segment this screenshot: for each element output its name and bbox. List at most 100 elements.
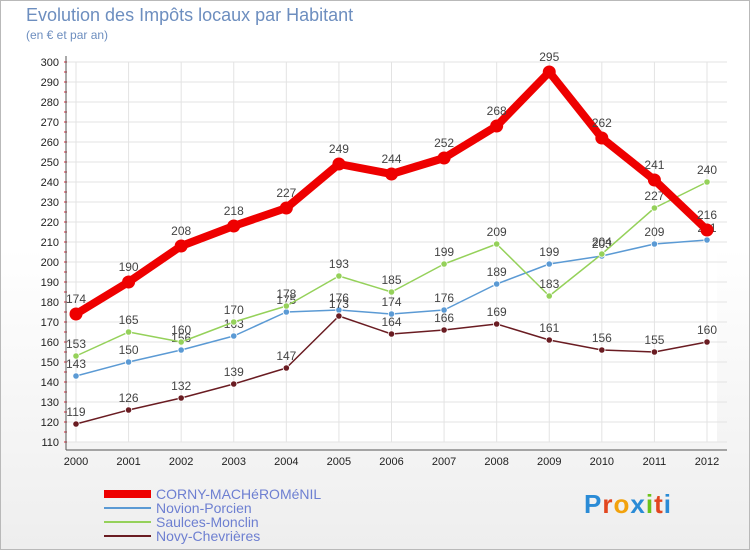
data-label-corny-mach-rom-nil: 249 (329, 142, 349, 156)
data-point-saulces-monclin (598, 250, 606, 258)
y-tick-label: 230 (41, 197, 59, 209)
x-tick-label: 2007 (432, 456, 456, 468)
logo-letter: i (663, 489, 672, 519)
data-label-saulces-monclin: 153 (66, 337, 86, 351)
y-tick-label: 180 (41, 297, 59, 309)
data-point-saulces-monclin (387, 288, 396, 296)
x-tick-label: 2005 (327, 456, 351, 468)
logo-letter: t (654, 489, 664, 519)
data-point-novion-porcien (72, 372, 80, 380)
legend-label-novy-chevri-res: Novy-Chevrières (156, 528, 260, 544)
data-label-corny-mach-rom-nil: 218 (224, 204, 244, 218)
data-point-saulces-monclin (124, 328, 133, 336)
data-label-novy-chevri-res: 169 (487, 305, 507, 319)
data-point-corny-mach-rom-nil (595, 131, 609, 145)
x-tick-label: 2011 (643, 456, 667, 468)
data-label-corny-mach-rom-nil: 244 (381, 152, 401, 166)
y-tick-label: 190 (41, 277, 59, 289)
data-label-corny-mach-rom-nil: 262 (592, 116, 612, 130)
data-point-novy-chevri-res (440, 326, 448, 334)
data-point-corny-mach-rom-nil (69, 307, 83, 321)
legend-label-corny-mach-rom-nil: CORNY-MACHéROMéNIL (156, 486, 321, 502)
data-label-novion-porcien: 203 (592, 237, 612, 251)
y-tick-label: 200 (41, 257, 59, 269)
data-point-corny-mach-rom-nil (437, 151, 451, 165)
data-point-novy-chevri-res (387, 330, 396, 338)
data-label-novion-porcien: 176 (329, 291, 349, 305)
data-point-saulces-monclin (177, 338, 185, 346)
proxiti-logo: Proxiti (584, 489, 672, 520)
data-point-novion-porcien (124, 358, 133, 366)
x-tick-label: 2006 (379, 456, 403, 468)
data-point-novy-chevri-res (72, 420, 80, 428)
data-point-corny-mach-rom-nil (332, 157, 346, 171)
data-label-corny-mach-rom-nil: 268 (487, 104, 507, 118)
y-tick-label: 240 (41, 177, 59, 189)
data-label-novy-chevri-res: 156 (592, 331, 612, 345)
data-point-novy-chevri-res (598, 346, 606, 354)
data-point-saulces-monclin (440, 260, 448, 268)
data-point-corny-mach-rom-nil (647, 173, 661, 187)
data-label-novion-porcien: 176 (434, 291, 454, 305)
data-point-corny-mach-rom-nil (122, 275, 136, 289)
data-label-corny-mach-rom-nil: 190 (119, 260, 139, 274)
y-tick-label: 300 (41, 57, 59, 69)
data-label-saulces-monclin: 165 (119, 313, 139, 327)
data-point-novy-chevri-res (282, 364, 290, 372)
y-tick-label: 110 (41, 437, 59, 449)
data-point-corny-mach-rom-nil (279, 201, 293, 215)
x-tick-label: 2004 (274, 456, 298, 468)
data-point-novion-porcien (282, 308, 290, 316)
data-point-novy-chevri-res (335, 312, 343, 320)
x-tick-label: 2000 (64, 456, 88, 468)
y-tick-label: 250 (41, 157, 59, 169)
x-tick-label: 2009 (537, 456, 561, 468)
y-tick-label: 280 (41, 97, 59, 109)
legend-label-saulces-monclin: Saulces-Monclin (156, 514, 259, 530)
data-point-saulces-monclin (282, 302, 290, 310)
data-point-corny-mach-rom-nil (700, 223, 714, 237)
data-label-saulces-monclin: 183 (539, 277, 559, 291)
data-point-novion-porcien (440, 306, 448, 314)
data-label-novy-chevri-res: 119 (66, 405, 85, 419)
data-label-corny-mach-rom-nil: 174 (66, 292, 86, 306)
x-tick-label: 2001 (116, 456, 140, 468)
data-label-novion-porcien: 209 (644, 225, 664, 239)
data-label-novy-chevri-res: 173 (329, 297, 349, 311)
data-label-novy-chevri-res: 166 (434, 311, 454, 325)
logo-letter: i (645, 489, 655, 519)
data-point-corny-mach-rom-nil (385, 167, 398, 181)
data-label-novy-chevri-res: 132 (171, 379, 191, 393)
data-label-novy-chevri-res: 139 (224, 365, 244, 379)
data-label-saulces-monclin: 209 (487, 225, 507, 239)
data-label-novion-porcien: 143 (66, 357, 86, 371)
data-label-saulces-monclin: 160 (171, 323, 191, 337)
data-point-novion-porcien (230, 332, 238, 340)
x-tick-label: 2008 (484, 456, 508, 468)
data-point-novy-chevri-res (177, 394, 185, 402)
x-tick-label: 2012 (695, 456, 719, 468)
data-point-novy-chevri-res (230, 380, 238, 388)
y-tick-label: 160 (41, 337, 59, 349)
data-label-novy-chevri-res: 164 (381, 315, 401, 329)
data-point-saulces-monclin (650, 204, 659, 212)
data-label-corny-mach-rom-nil: 252 (434, 136, 454, 150)
x-tick-label: 2002 (169, 456, 193, 468)
chart-title: Evolution des Impôts locaux par Habitant (26, 5, 354, 25)
logo-letter: x (630, 489, 646, 519)
logo-letter: r (602, 489, 614, 519)
chart-subtitle: (en € et par an) (26, 28, 109, 42)
data-label-novion-porcien: 174 (381, 295, 401, 309)
y-tick-label: 150 (41, 357, 59, 369)
data-label-corny-mach-rom-nil: 295 (539, 50, 559, 64)
y-tick-label: 210 (41, 237, 59, 249)
y-tick-label: 260 (41, 137, 59, 149)
data-label-saulces-monclin: 204 (592, 235, 612, 249)
data-point-saulces-monclin (493, 240, 501, 248)
data-label-saulces-monclin: 199 (434, 245, 454, 259)
data-label-novy-chevri-res: 160 (697, 323, 717, 337)
data-label-novy-chevri-res: 161 (539, 321, 559, 335)
data-point-novion-porcien (650, 240, 659, 248)
data-point-corny-mach-rom-nil (227, 219, 241, 233)
y-tick-label: 220 (41, 217, 59, 229)
